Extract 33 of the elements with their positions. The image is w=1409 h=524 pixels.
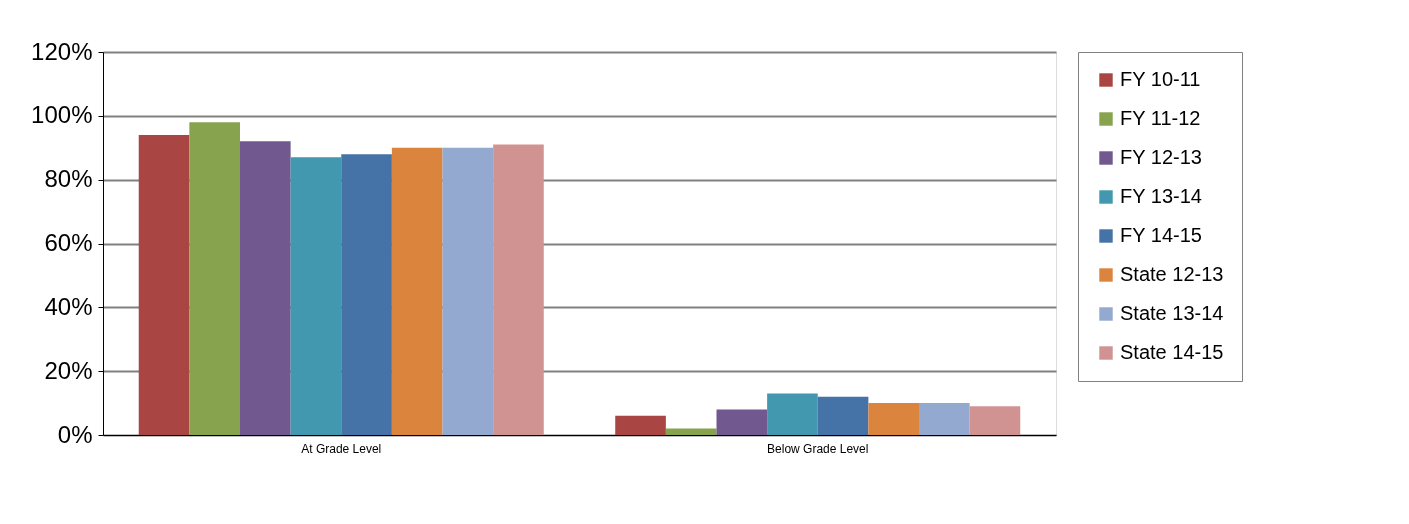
bar	[189, 122, 240, 435]
x-tick-label: Below Grade Level	[767, 441, 869, 456]
y-tick-label: 40%	[44, 292, 93, 320]
bar	[615, 415, 666, 435]
bar	[969, 406, 1021, 435]
y-tick-label: 120%	[31, 37, 93, 65]
bar	[868, 403, 920, 435]
y-tick-label: 100%	[31, 101, 93, 129]
bar	[290, 157, 342, 435]
bar	[919, 403, 970, 435]
bar	[716, 409, 768, 435]
bar	[767, 393, 818, 435]
bar	[341, 154, 392, 435]
bar	[391, 147, 443, 435]
y-tick-label: 20%	[44, 356, 93, 384]
y-tick-label: 80%	[44, 165, 93, 193]
legend-label: State 13-14	[1120, 302, 1224, 324]
x-tick-label: At Grade Level	[301, 441, 382, 456]
legend-label: FY 14-15	[1120, 224, 1202, 246]
y-tick-label: 0%	[57, 420, 93, 448]
y-tick-label: 60%	[44, 229, 93, 256]
legend-label: State 12-13	[1120, 263, 1224, 285]
legend-label: FY 11-12	[1120, 107, 1201, 129]
legend-label: FY 13-14	[1120, 185, 1202, 207]
bar	[239, 141, 291, 435]
legend-label: State 14-15	[1120, 341, 1224, 363]
bar	[665, 428, 717, 435]
bar	[493, 144, 544, 435]
legend-label: FY 12-13	[1120, 146, 1202, 168]
bar	[442, 147, 494, 435]
bar	[138, 134, 190, 435]
legend-label: FY 10-11	[1120, 68, 1201, 90]
bar	[817, 396, 869, 435]
